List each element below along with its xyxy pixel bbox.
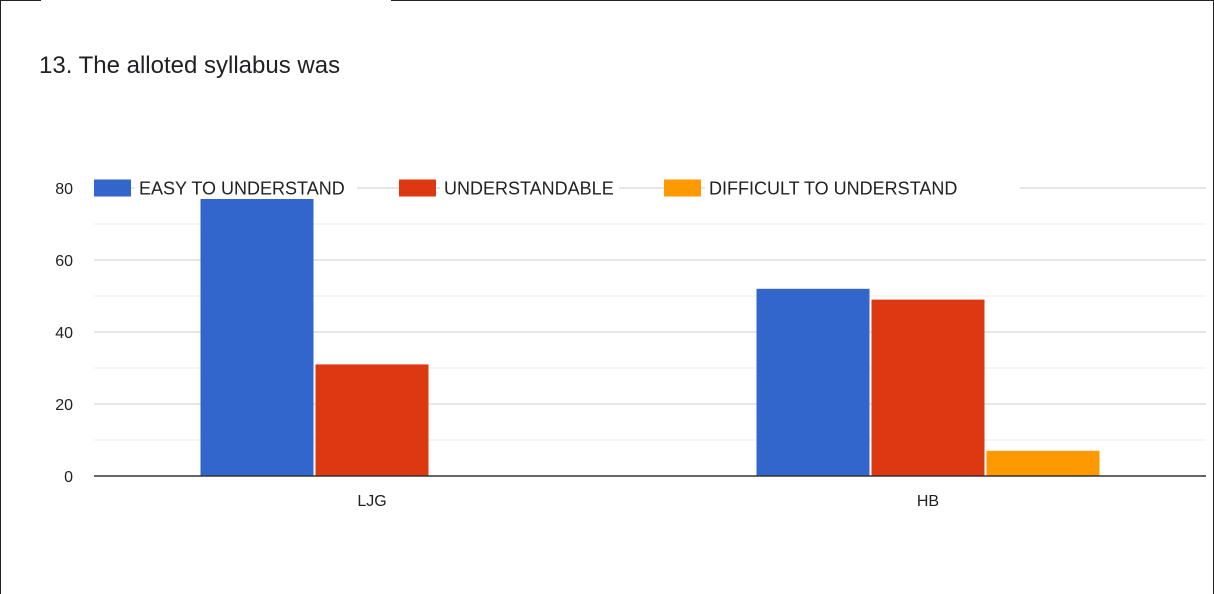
y-tick-label: 0 — [64, 469, 73, 486]
y-tick-label: 40 — [55, 325, 73, 342]
bar — [315, 364, 429, 476]
x-tick-label: LJG — [357, 493, 386, 510]
legend-label: EASY TO UNDERSTAND — [139, 179, 345, 199]
y-tick-label: 60 — [55, 253, 73, 270]
bar — [200, 198, 314, 477]
bar — [986, 450, 1100, 476]
y-tick-label: 80 — [55, 181, 73, 198]
legend-swatch — [399, 179, 436, 197]
legend-label-bg — [135, 177, 357, 199]
legend-label-bg — [705, 177, 1020, 199]
legend: EASY TO UNDERSTAND UNDERSTANDABLE DIFFICUL… — [94, 177, 1020, 199]
clipped-border — [1, 0, 41, 11]
y-tick-label: 20 — [55, 397, 73, 414]
bars — [200, 198, 1100, 477]
legend-label-bg — [440, 177, 619, 199]
axes: 0 20 40 60 80 LJG HB — [55, 181, 1206, 510]
legend-label: UNDERSTANDABLE — [444, 179, 614, 199]
chart-title: 13. The alloted syllabus was — [39, 52, 341, 79]
legend-swatch — [664, 179, 701, 197]
bar — [871, 299, 985, 476]
x-tick-label: HB — [917, 493, 939, 510]
clipped-border — [391, 0, 1214, 11]
bar — [756, 288, 870, 476]
legend-label: DIFFICULT TO UNDERSTAND — [709, 179, 957, 199]
legend-swatch — [94, 179, 131, 197]
